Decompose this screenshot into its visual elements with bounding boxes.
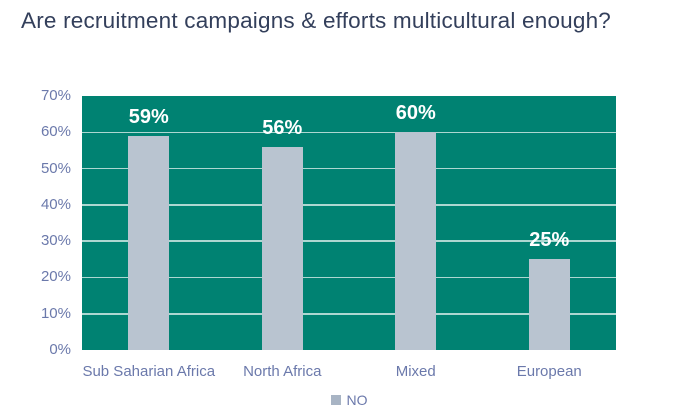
y-axis-tick-label: 30%: [40, 232, 71, 250]
gridline: [82, 167, 616, 170]
bar-european: [528, 259, 570, 350]
bar-mixed: [395, 132, 437, 350]
x-axis-category-label: Sub Saharian Africa: [82, 363, 216, 380]
y-axis-tick-label: 70%: [40, 87, 71, 104]
legend: NO: [82, 392, 616, 408]
y-axis-tick-label: 40%: [40, 195, 71, 213]
bar-data-label: 60%: [395, 102, 436, 125]
x-axis-category-label: North Africa: [243, 363, 322, 380]
y-axis-tick-label: 20%: [40, 268, 71, 286]
y-axis-tick-label: 10%: [40, 304, 71, 322]
gridline: [82, 312, 616, 315]
x-axis-category-label: Mixed: [395, 363, 436, 380]
y-axis-tick-label: 60%: [40, 123, 71, 141]
bar-sub-saharian-africa: [128, 135, 170, 350]
chart-title: Are recruitment campaigns & efforts mult…: [21, 8, 612, 33]
gridline: [82, 204, 616, 206]
bar-north-africa: [261, 146, 303, 350]
gridline: [82, 276, 616, 279]
y-axis: 0% 10% 20% 30% 40% 50% 60% 70%: [0, 87, 76, 358]
plot-area: 59% 56% 60% 25%: [82, 96, 616, 350]
x-axis: Sub Saharian Africa North Africa Mixed Euro…: [82, 358, 616, 382]
gridline: [82, 131, 616, 134]
y-axis-tick-label: 0%: [49, 341, 71, 358]
bar-data-label: 25%: [529, 229, 570, 252]
bar-data-label: 59%: [128, 105, 169, 128]
legend-label-no: NO: [346, 392, 368, 408]
y-axis-tick-label: 50%: [40, 159, 71, 177]
bar-data-label: 56%: [262, 116, 303, 139]
x-axis-category-label: European: [516, 363, 582, 380]
gridline: [82, 240, 616, 242]
legend-swatch-no: [330, 395, 341, 405]
